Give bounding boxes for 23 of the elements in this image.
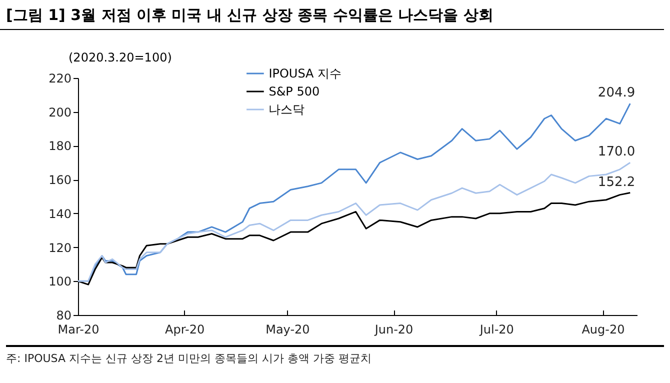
x-tick-label: Jun-20 [374, 322, 414, 336]
y-tick-label: 120 [48, 240, 72, 255]
legend-label: S&P 500 [268, 84, 320, 98]
data-label: 152.2 [598, 174, 636, 190]
x-tick-label: Mar-20 [58, 322, 100, 336]
y-tick-label: 180 [48, 139, 72, 154]
legend-label: 나스닥 [268, 102, 305, 116]
y-tick-label: 220 [48, 72, 72, 86]
y-tick-label: 80 [56, 308, 72, 322]
data-label: 204.9 [598, 86, 636, 101]
chart-title: [그림 1] 3월 저점 이후 미국 내 신규 상장 종목 수익률은 나스닥을 상회 [0, 0, 664, 30]
x-tick-label: Aug-20 [582, 322, 625, 336]
x-tick-label: Jul-20 [478, 322, 514, 336]
y-tick-label: 160 [48, 173, 72, 188]
text: 주: IPOUSA 지수는 신규 상장 2년 미만의 종목들의 시가 총액 가중 평균치 [6, 351, 372, 367]
y-axis-title: (2020.3.20=100) [68, 50, 172, 64]
y-tick-label: 140 [48, 206, 72, 221]
y-tick-label: 100 [48, 274, 72, 289]
x-tick-label: Apr-20 [165, 322, 205, 336]
data-label: 170.0 [598, 144, 636, 160]
x-tick-label: May-20 [266, 322, 310, 336]
legend-label: IPOUSA 지수 [268, 66, 342, 80]
y-tick-label: 200 [48, 105, 72, 120]
